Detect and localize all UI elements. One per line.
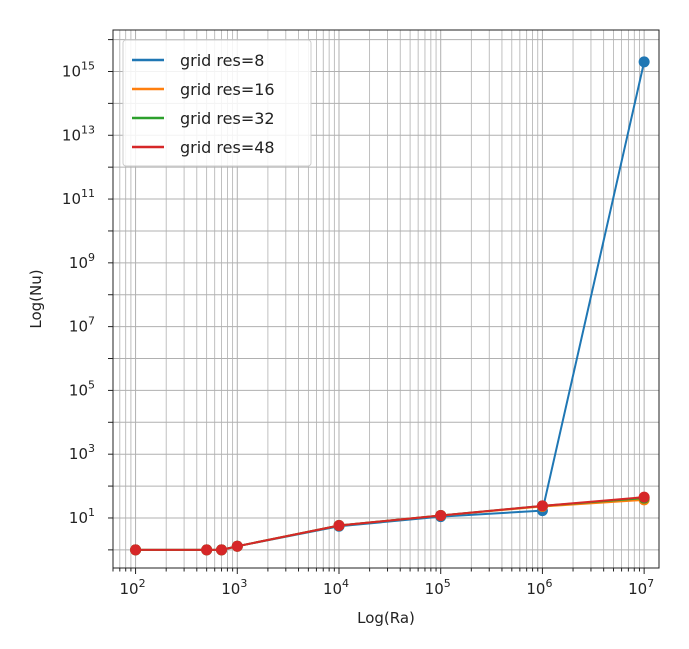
series-line xyxy=(135,498,645,551)
data-point xyxy=(638,491,650,503)
legend-label: grid res=8 xyxy=(180,51,264,70)
y-tick-label: 105 xyxy=(69,378,95,399)
x-tick-label: 104 xyxy=(323,577,349,598)
data-point xyxy=(435,509,447,521)
data-point xyxy=(130,544,142,556)
data-point xyxy=(231,540,243,552)
y-tick-label: 1015 xyxy=(62,59,95,80)
x-tick-labels: 102 103 104 105 106 107 xyxy=(120,577,655,598)
x-tick-label: 107 xyxy=(628,577,654,598)
x-tick-label: 102 xyxy=(120,577,146,598)
y-axis-label: Log(Nu) xyxy=(27,269,45,328)
series-layer xyxy=(130,56,650,556)
y-tick-label: 1013 xyxy=(62,123,95,144)
y-tick-label: 109 xyxy=(69,251,95,272)
data-point xyxy=(333,520,345,532)
data-point xyxy=(638,56,650,68)
y-tick-label: 101 xyxy=(69,506,95,527)
x-tick-label: 105 xyxy=(425,577,451,598)
legend-label: grid res=32 xyxy=(180,109,275,128)
series-line xyxy=(135,497,645,551)
legend-item: grid res=16 xyxy=(132,80,275,99)
x-tick-label: 103 xyxy=(221,577,247,598)
series-4 xyxy=(130,491,650,556)
legend: grid res=8 grid res=16 grid res=32 grid res… xyxy=(122,39,312,167)
x-axis-label: Log(Ra) xyxy=(357,609,415,627)
legend-box xyxy=(122,39,312,167)
tick-marks xyxy=(108,39,645,574)
legend-item: grid res=32 xyxy=(132,109,275,128)
y-tick-labels: 101 103 105 107 109 1011 1013 1015 xyxy=(62,59,95,526)
data-point xyxy=(201,544,213,556)
y-tick-label: 1011 xyxy=(62,187,95,208)
data-point xyxy=(216,544,228,556)
legend-label: grid res=48 xyxy=(180,138,275,157)
legend-item: grid res=48 xyxy=(132,138,275,157)
legend-label: grid res=16 xyxy=(180,80,275,99)
data-point xyxy=(536,500,548,512)
y-tick-label: 107 xyxy=(69,315,95,336)
x-tick-label: 106 xyxy=(526,577,552,598)
legend-item: grid res=8 xyxy=(132,51,264,70)
y-tick-label: 103 xyxy=(69,442,95,463)
plot-frame xyxy=(112,29,660,569)
